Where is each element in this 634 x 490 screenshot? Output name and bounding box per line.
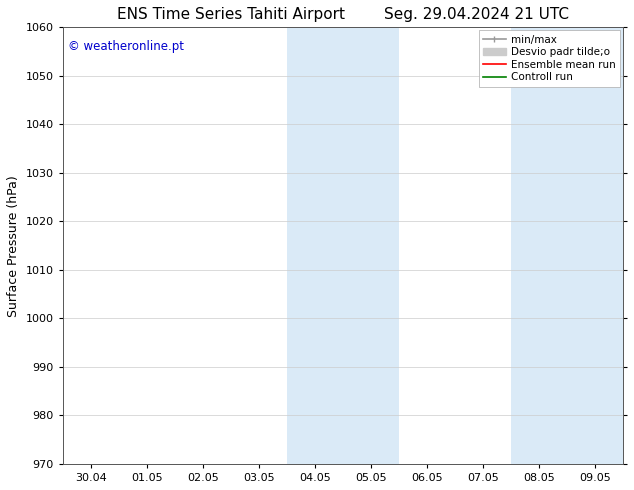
Y-axis label: Surface Pressure (hPa): Surface Pressure (hPa) — [7, 175, 20, 317]
Text: © weatheronline.pt: © weatheronline.pt — [68, 40, 184, 53]
Bar — [343, 27, 399, 464]
Bar — [511, 27, 567, 464]
Bar — [287, 27, 343, 464]
Legend: min/max, Desvio padr tilde;o, Ensemble mean run, Controll run: min/max, Desvio padr tilde;o, Ensemble m… — [479, 30, 620, 87]
Title: ENS Time Series Tahiti Airport        Seg. 29.04.2024 21 UTC: ENS Time Series Tahiti Airport Seg. 29.0… — [117, 7, 569, 22]
Bar — [567, 27, 623, 464]
